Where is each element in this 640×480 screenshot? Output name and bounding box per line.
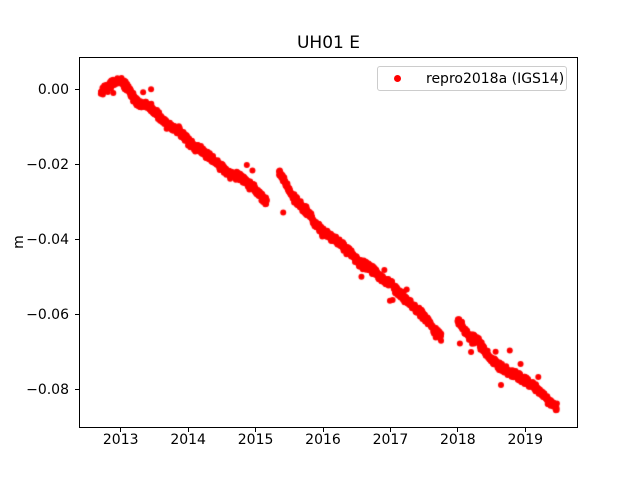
legend-marker-dot-icon [394, 75, 401, 82]
y-tick-label: −0.04 [26, 231, 69, 248]
x-tick-label: 2019 [507, 432, 544, 448]
x-tick-label: 2014 [170, 432, 206, 448]
x-tick-label: 2017 [372, 432, 409, 448]
x-tick-mark [255, 428, 257, 432]
x-tick-label: 2016 [305, 432, 341, 448]
x-tick-label: 2015 [237, 432, 274, 448]
x-tick-mark [187, 428, 189, 432]
y-tick-mark [75, 89, 79, 91]
legend: repro2018a (IGS14) [377, 66, 567, 91]
y-tick-mark [75, 389, 79, 391]
y-tick-mark [75, 314, 79, 316]
x-tick-mark [389, 428, 391, 432]
x-tick-mark [120, 428, 122, 432]
y-tick-mark [75, 239, 79, 241]
chart-title: UH01 E [296, 33, 360, 53]
x-tick-label: 2018 [440, 432, 476, 448]
plot-area: 2013 2014 2015 2016 2017 2018 2019 0.00 −0.02 −0.… [26, 57, 578, 448]
legend-label: repro2018a (IGS14) [426, 70, 565, 87]
x-tick-label: 2013 [102, 432, 139, 448]
x-tick-mark [322, 428, 324, 432]
y-tick-label: −0.06 [26, 306, 69, 323]
x-tick-mark [457, 428, 459, 432]
y-tick-label: 0.00 [37, 81, 69, 98]
y-tick-label: −0.02 [26, 156, 69, 173]
y-tick-mark [75, 164, 79, 166]
x-tick-mark [524, 428, 526, 432]
y-tick-label: −0.08 [26, 381, 69, 398]
scatter-canvas [80, 58, 577, 427]
